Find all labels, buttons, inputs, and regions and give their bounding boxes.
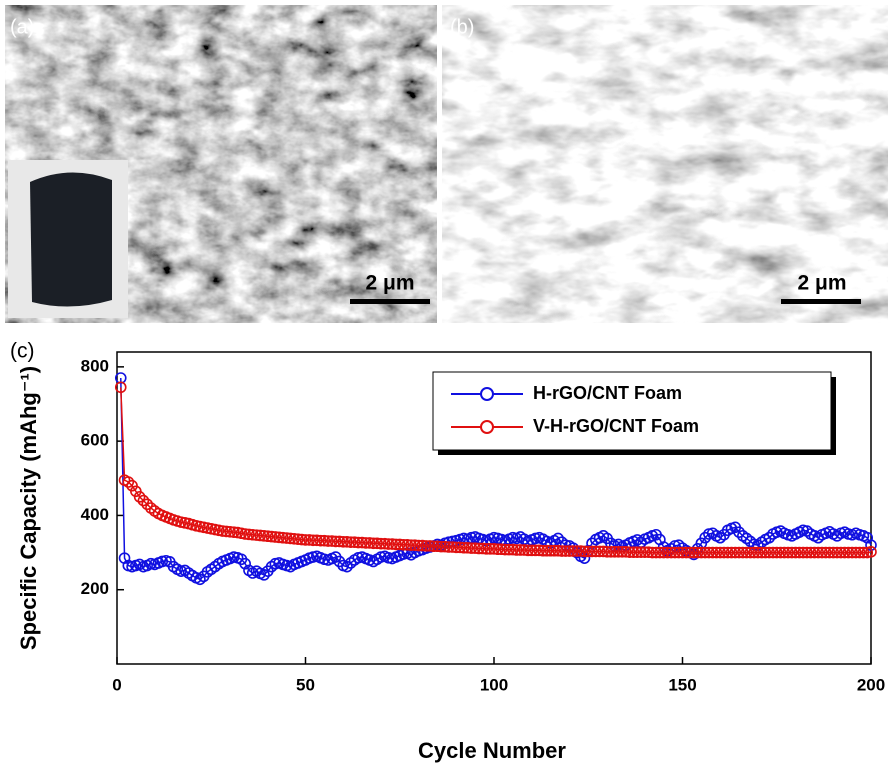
y-axis-label: Specific Capacity (mAhg⁻¹) (16, 366, 41, 650)
x-tick-label: 0 (112, 675, 121, 694)
y-tick-label: 600 (81, 431, 109, 450)
data-point (116, 382, 126, 392)
scale-bar-label: 2 μm (365, 272, 414, 295)
x-tick-label: 100 (480, 675, 508, 694)
panel-label: (c) (10, 340, 35, 363)
legend-marker (481, 388, 493, 400)
legend: H-rGO/CNT Foam V-H-rGO/CNT Foam (433, 372, 836, 455)
legend-marker (481, 421, 493, 433)
legend-label: H-rGO/CNT Foam (533, 383, 682, 403)
x-axis-label: Cycle Number (418, 738, 566, 763)
sem-image-a: (a) 2 μm (5, 5, 437, 323)
x-tick-label: 200 (857, 675, 885, 694)
plot-area: 200 400 600 800 0 50 100 150 200 H-rGO/CNT Foam V-… (81, 352, 886, 694)
sem-image-b: (b) 2 μm (442, 5, 888, 323)
y-tick-label: 400 (81, 505, 109, 524)
legend-label: V-H-rGO/CNT Foam (533, 416, 699, 436)
figure: (a) 2 μm (b) 2 μm (c) Cycle Number Speci… (0, 0, 894, 773)
panel-label: (b) (450, 16, 474, 38)
data-point (866, 547, 876, 557)
y-tick-label: 800 (81, 356, 109, 375)
scale-bar-label: 2 μm (797, 272, 846, 295)
panel-label: (a) (10, 16, 34, 38)
x-tick-label: 150 (668, 675, 696, 694)
y-tick-label: 200 (81, 579, 109, 598)
x-tick-label: 50 (296, 675, 315, 694)
